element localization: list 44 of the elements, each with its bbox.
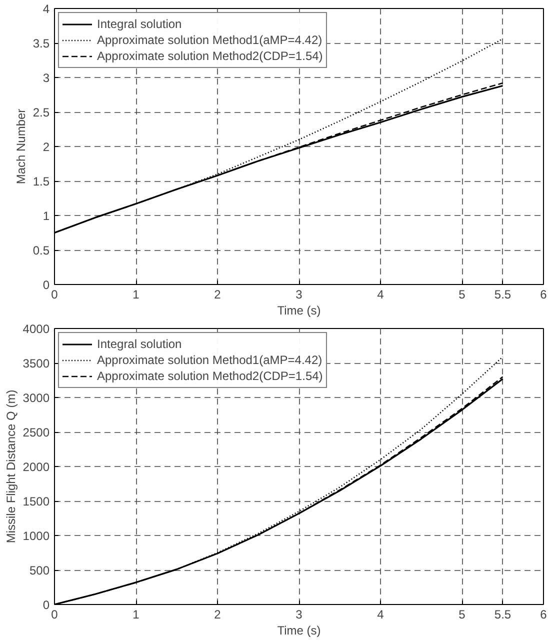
y-tick-label: 2 bbox=[42, 140, 50, 154]
x-tick-label: 0 bbox=[51, 608, 58, 622]
x-tick-label: 1 bbox=[132, 288, 140, 302]
y-tick-label: 3000 bbox=[22, 391, 50, 405]
y-tick-label: 1.5 bbox=[32, 174, 50, 188]
x-tick-label: 4 bbox=[377, 288, 384, 302]
y-tick-label: 500 bbox=[29, 564, 50, 578]
x-tick-label: 5.5 bbox=[494, 288, 512, 302]
x-tick-label: 5.5 bbox=[494, 608, 512, 622]
y-tick-label: 1500 bbox=[22, 494, 50, 508]
y-tick-label: 4 bbox=[42, 2, 50, 16]
y-axis-title: Missile Flight Distance Q (m) bbox=[4, 390, 18, 544]
x-tick-label: 0 bbox=[51, 288, 58, 302]
x-tick-label: 6 bbox=[540, 288, 548, 302]
y-tick-label: 3500 bbox=[22, 356, 50, 370]
x-tick-label: 5 bbox=[458, 288, 466, 302]
y-tick-label: 0 bbox=[42, 598, 50, 612]
x-tick-label: 5 bbox=[458, 608, 466, 622]
y-tick-label: 2500 bbox=[22, 426, 50, 440]
legend-label: Approximate solution Method1(aMP=4.42) bbox=[97, 352, 322, 368]
y-tick-label: 1 bbox=[42, 209, 50, 223]
y-axis-title: Mach Number bbox=[14, 108, 28, 184]
x-axis-title: Time (s) bbox=[277, 624, 321, 638]
y-tick-label: 2.5 bbox=[32, 106, 50, 120]
y-tick-label: 0 bbox=[42, 278, 50, 292]
legend-label: Approximate solution Method1(aMP=4.42) bbox=[97, 32, 322, 48]
x-tick-label: 3 bbox=[296, 288, 303, 302]
legend-label: Integral solution bbox=[97, 16, 182, 32]
y-tick-label: 1000 bbox=[22, 529, 50, 543]
legend-label: Approximate solution Method2(CDP=1.54) bbox=[97, 48, 323, 64]
y-tick-label: 2000 bbox=[22, 460, 50, 474]
x-axis-title: Time (s) bbox=[277, 304, 321, 318]
x-tick-label: 3 bbox=[296, 608, 303, 622]
legend-label: Integral solution bbox=[97, 336, 182, 352]
x-tick-label: 6 bbox=[540, 608, 548, 622]
x-tick-label: 1 bbox=[132, 608, 140, 622]
x-tick-label: 2 bbox=[214, 608, 222, 622]
y-tick-label: 3 bbox=[42, 71, 50, 85]
x-tick-label: 4 bbox=[377, 608, 384, 622]
y-tick-label: 3.5 bbox=[32, 36, 50, 50]
legend-label: Approximate solution Method2(CDP=1.54) bbox=[97, 368, 323, 384]
y-tick-label: 0.5 bbox=[32, 244, 50, 258]
x-tick-label: 2 bbox=[214, 288, 222, 302]
y-tick-label: 4000 bbox=[22, 322, 50, 336]
